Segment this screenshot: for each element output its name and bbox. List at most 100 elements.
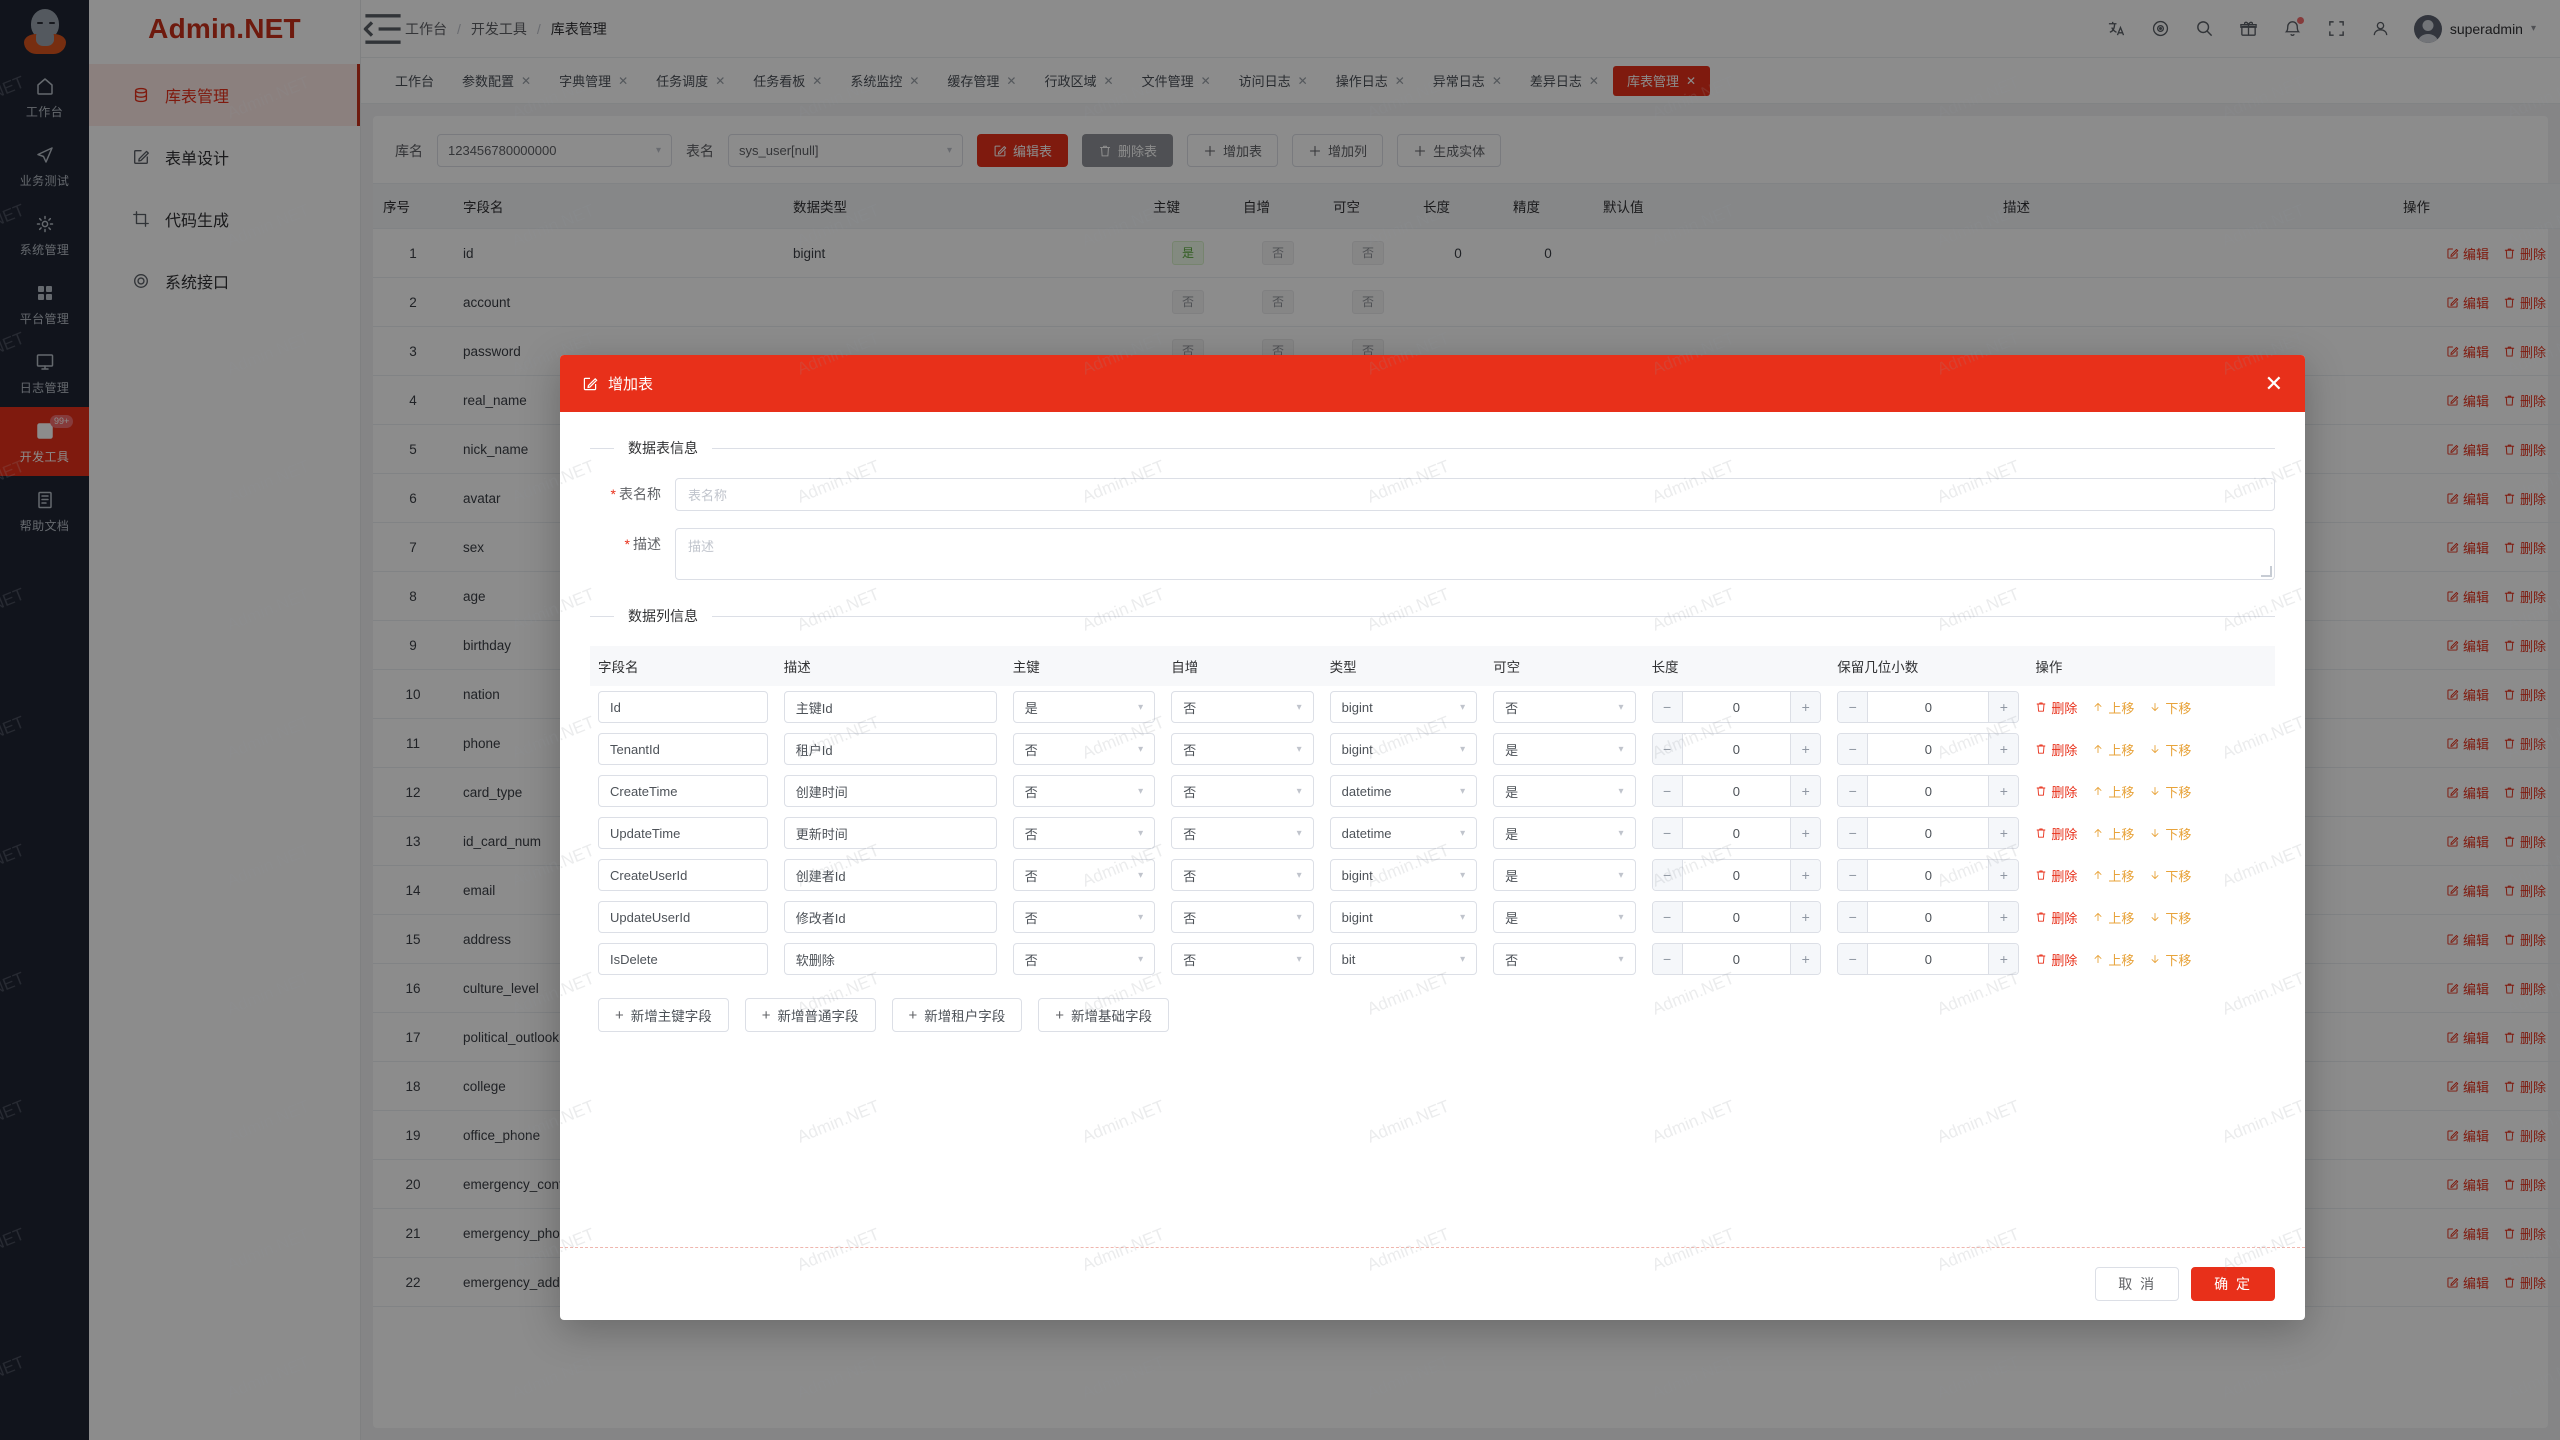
- length-stepper[interactable]: − 0 +: [1651, 901, 1822, 933]
- row-action-编辑[interactable]: 编辑: [2446, 1224, 2489, 1243]
- decimals-decrement[interactable]: −: [1838, 944, 1869, 974]
- row-action-删除[interactable]: 删除: [2503, 832, 2546, 851]
- data-type-select[interactable]: bit ▾: [1329, 943, 1478, 975]
- primary-key-select[interactable]: 否 ▾: [1012, 943, 1156, 975]
- row-action-编辑[interactable]: 编辑: [2446, 734, 2489, 753]
- row-action-编辑[interactable]: 编辑: [2446, 636, 2489, 655]
- user-menu[interactable]: superadmin ▾: [2406, 14, 2542, 43]
- row-action-删除[interactable]: 删除: [2503, 1224, 2546, 1243]
- decimals-stepper[interactable]: − 0 +: [1837, 691, 2020, 723]
- data-type-select[interactable]: bigint ▾: [1329, 901, 1478, 933]
- nullable-select[interactable]: 是 ▾: [1493, 901, 1636, 933]
- row-action-删除[interactable]: 删除: [2503, 538, 2546, 557]
- length-stepper[interactable]: − 0 +: [1651, 733, 1822, 765]
- tab-6[interactable]: 系统监控 ✕: [836, 66, 933, 96]
- auto-increment-select[interactable]: 否 ▾: [1171, 943, 1314, 975]
- decimals-increment[interactable]: +: [1988, 692, 2019, 722]
- row-action-编辑[interactable]: 编辑: [2446, 440, 2489, 459]
- tab-close-icon[interactable]: ✕: [618, 73, 629, 88]
- length-increment[interactable]: +: [1790, 734, 1821, 764]
- length-decrement[interactable]: −: [1652, 818, 1683, 848]
- grid-action-上移[interactable]: 上移: [2092, 782, 2134, 801]
- rail-item-5[interactable]: 日志管理: [0, 338, 89, 407]
- tab-close-icon[interactable]: ✕: [1006, 73, 1017, 88]
- tab-close-icon[interactable]: ✕: [715, 73, 726, 88]
- decimals-decrement[interactable]: −: [1838, 860, 1869, 890]
- primary-key-select[interactable]: 是 ▾: [1012, 691, 1156, 723]
- toolbar-button-4[interactable]: 增加列: [1292, 134, 1384, 167]
- field-name-input[interactable]: CreateTime: [598, 775, 768, 807]
- tab-close-icon[interactable]: ✕: [1297, 73, 1308, 88]
- add-field-button-1[interactable]: + 新增主键字段: [598, 998, 729, 1032]
- grid-action-删除[interactable]: 删除: [2035, 824, 2077, 843]
- tab-4[interactable]: 任务调度 ✕: [642, 66, 739, 96]
- toolbar-button-2[interactable]: 删除表: [1082, 134, 1174, 167]
- grid-action-下移[interactable]: 下移: [2149, 782, 2191, 801]
- confirm-button[interactable]: 确 定: [2191, 1267, 2275, 1301]
- row-action-删除[interactable]: 删除: [2503, 587, 2546, 606]
- length-decrement[interactable]: −: [1652, 944, 1683, 974]
- field-name-input[interactable]: IsDelete: [598, 943, 768, 975]
- length-decrement[interactable]: −: [1652, 734, 1683, 764]
- tab-close-icon[interactable]: ✕: [1103, 73, 1114, 88]
- row-action-删除[interactable]: 删除: [2503, 391, 2546, 410]
- field-description-input[interactable]: 软删除: [783, 943, 997, 975]
- row-action-删除[interactable]: 删除: [2503, 244, 2546, 263]
- primary-key-select[interactable]: 否 ▾: [1012, 817, 1156, 849]
- nullable-select[interactable]: 是 ▾: [1493, 775, 1636, 807]
- field-name-input[interactable]: Id: [598, 691, 768, 723]
- row-action-删除[interactable]: 删除: [2503, 783, 2546, 802]
- bell-icon[interactable]: [2274, 10, 2312, 48]
- length-decrement[interactable]: −: [1652, 902, 1683, 932]
- row-action-删除[interactable]: 删除: [2503, 1077, 2546, 1096]
- tab-13[interactable]: 差异日志 ✕: [1516, 66, 1613, 96]
- row-action-删除[interactable]: 删除: [2503, 734, 2546, 753]
- row-action-删除[interactable]: 删除: [2503, 342, 2546, 361]
- auto-increment-select[interactable]: 否 ▾: [1171, 733, 1314, 765]
- tab-close-icon[interactable]: ✕: [1394, 73, 1405, 88]
- nullable-select[interactable]: 否 ▾: [1493, 943, 1636, 975]
- row-action-删除[interactable]: 删除: [2503, 1273, 2546, 1292]
- length-stepper[interactable]: − 0 +: [1651, 817, 1822, 849]
- rail-item-2[interactable]: 业务测试: [0, 131, 89, 200]
- length-increment[interactable]: +: [1790, 776, 1821, 806]
- row-action-编辑[interactable]: 编辑: [2446, 832, 2489, 851]
- nullable-select[interactable]: 否 ▾: [1493, 691, 1636, 723]
- tab-14[interactable]: 库表管理 ✕: [1612, 65, 1711, 96]
- data-type-select[interactable]: bigint ▾: [1329, 691, 1478, 723]
- row-action-删除[interactable]: 删除: [2503, 636, 2546, 655]
- decimals-stepper[interactable]: − 0 +: [1837, 733, 2020, 765]
- field-name-input[interactable]: UpdateUserId: [598, 901, 768, 933]
- grid-action-删除[interactable]: 删除: [2035, 698, 2077, 717]
- row-action-编辑[interactable]: 编辑: [2446, 979, 2489, 998]
- sidebar-item-3[interactable]: 代码生成: [89, 188, 360, 250]
- grid-action-下移[interactable]: 下移: [2149, 740, 2191, 759]
- decimals-decrement[interactable]: −: [1838, 734, 1869, 764]
- rail-item-6[interactable]: 开发工具 99+: [0, 407, 89, 476]
- target-icon[interactable]: [2142, 10, 2180, 48]
- tab-close-icon[interactable]: ✕: [909, 73, 920, 88]
- grid-action-上移[interactable]: 上移: [2092, 824, 2134, 843]
- decimals-increment[interactable]: +: [1988, 902, 2019, 932]
- length-decrement[interactable]: −: [1652, 860, 1683, 890]
- length-increment[interactable]: +: [1790, 944, 1821, 974]
- tab-5[interactable]: 任务看板 ✕: [739, 66, 836, 96]
- grid-action-上移[interactable]: 上移: [2092, 866, 2134, 885]
- sidebar-item-1[interactable]: 库表管理: [89, 64, 360, 126]
- search-icon[interactable]: [2186, 10, 2224, 48]
- nullable-select[interactable]: 是 ▾: [1493, 817, 1636, 849]
- length-increment[interactable]: +: [1790, 692, 1821, 722]
- tab-3[interactable]: 字典管理 ✕: [545, 66, 642, 96]
- grid-action-下移[interactable]: 下移: [2149, 824, 2191, 843]
- field-description-input[interactable]: 创建时间: [783, 775, 997, 807]
- row-action-删除[interactable]: 删除: [2503, 1175, 2546, 1194]
- primary-key-select[interactable]: 否 ▾: [1012, 733, 1156, 765]
- row-action-编辑[interactable]: 编辑: [2446, 587, 2489, 606]
- row-action-删除[interactable]: 删除: [2503, 881, 2546, 900]
- primary-key-select[interactable]: 否 ▾: [1012, 859, 1156, 891]
- primary-key-select[interactable]: 否 ▾: [1012, 901, 1156, 933]
- row-action-删除[interactable]: 删除: [2503, 930, 2546, 949]
- tab-close-icon[interactable]: ✕: [1491, 73, 1502, 88]
- grid-action-下移[interactable]: 下移: [2149, 698, 2191, 717]
- row-action-编辑[interactable]: 编辑: [2446, 391, 2489, 410]
